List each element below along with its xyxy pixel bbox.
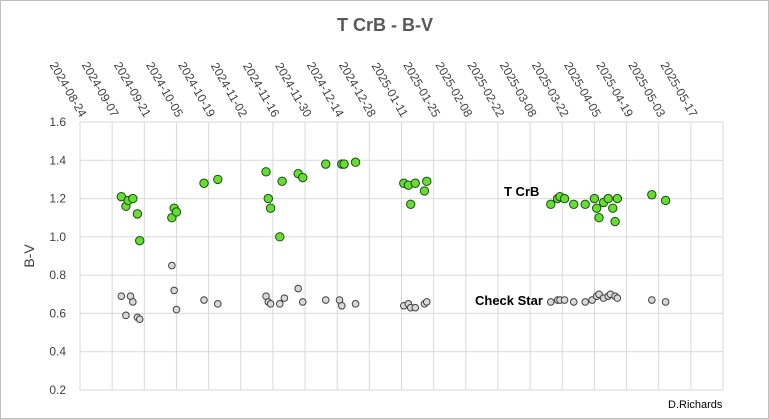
y-axis-ticks: 0.2 0.4 0.6 0.8 1.0 1.2 1.4 1.6 [49,115,66,397]
y-tick-label: 1.4 [49,153,66,167]
check-star-point [321,296,330,304]
check-star-point [546,298,555,306]
gridlines [79,121,723,391]
t-crb-point [610,216,620,227]
chart-title: T CrB - B-V [337,15,433,35]
check-star-point [168,261,176,270]
y-tick-label: 1.6 [49,115,66,129]
annotation-tcrb: T CrB [504,184,539,199]
check-star-point [422,298,431,306]
annotation-check-star: Check Star [475,293,543,308]
check-star-point [581,298,590,306]
check-star-point [200,296,208,304]
data-points [116,157,671,323]
y-tick-label: 1.2 [49,192,66,206]
check-star-point [560,296,569,304]
t-crb-point [171,207,182,217]
check-star-point [172,305,181,314]
t-crb-point [589,193,600,204]
check-star-point [411,303,420,312]
t-crb-point [405,199,416,210]
t-crb-point [647,190,657,200]
t-crb-point [410,178,420,188]
check-star-point [337,301,346,310]
t-crb-point [263,193,274,204]
check-star-point [266,300,275,308]
credit-label: D.Richards [668,399,723,411]
t-crb-point [422,176,432,187]
t-crb-point [265,203,276,213]
t-crb-point [128,193,138,204]
t-crb-point [546,199,556,210]
x-axis-ticks: 2024-08-242024-09-072024-09-212024-10-05… [47,59,701,119]
t-crb-point [580,199,590,210]
t-crb-point [199,178,209,188]
y-tick-label: 0.6 [49,306,66,320]
t-crb-point [298,172,308,183]
check-star-point [661,298,670,306]
check-star-point [170,286,178,295]
y-tick-label: 0.4 [49,345,66,359]
y-tick-label: 0.2 [49,383,66,397]
t-crb-point [419,186,430,196]
t-crb-point [608,203,618,213]
t-crb-point [339,159,349,169]
t-crb-point [612,193,623,204]
t-crb-point [261,167,271,177]
t-crb-point [591,203,602,213]
check-star-point [351,300,360,308]
check-star-point [569,298,578,306]
t-crb-point [275,232,285,242]
t-crb-point [213,174,223,185]
t-crb-point [559,193,570,204]
check-star-point [275,300,284,308]
t-crb-point [569,199,579,210]
check-star-point [648,296,656,304]
check-star-point [613,294,622,302]
check-star-point [298,298,307,306]
check-star-point [135,315,144,323]
check-star-point [129,298,137,306]
t-crb-point [321,159,331,169]
check-star-point [122,311,130,320]
t-crb-point [350,157,361,167]
check-star-point [213,300,222,308]
y-axis-label: B-V [21,244,37,268]
t-crb-point [660,195,671,206]
t-crb-point [603,193,613,204]
y-tick-label: 0.8 [49,268,66,282]
check-star-point [117,292,126,301]
t-crb-point [594,213,604,223]
t-crb-point [135,235,145,246]
t-crb-point [277,176,287,187]
y-tick-label: 1.0 [49,230,66,244]
t-crb-point [132,209,143,219]
check-star-point [294,284,302,293]
check-star-point [280,294,289,302]
